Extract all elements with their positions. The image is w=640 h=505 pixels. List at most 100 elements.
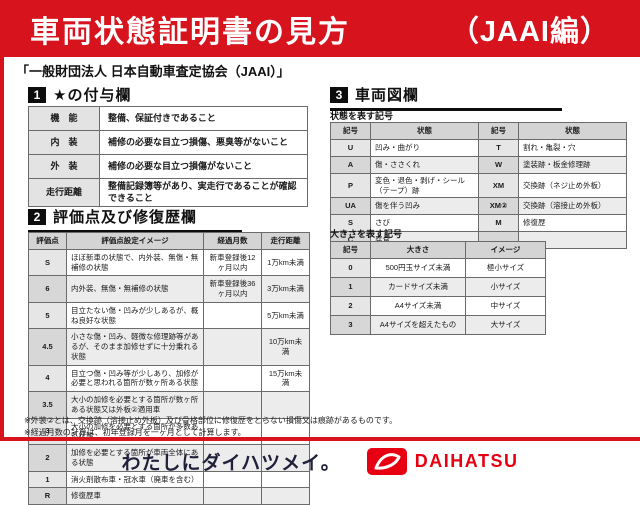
table-cell: A4サイズ未満 (370, 295, 466, 316)
table-cell: 500円玉サイズ未満 (370, 257, 466, 278)
table-cell: 小サイズ (465, 276, 546, 297)
table-cell: 0 (330, 257, 371, 278)
footnote-line: ※経過月数の計算は、初年登録月を一ヶ月として計算します。 (24, 427, 246, 437)
section1-title: ★の付与欄 (53, 87, 132, 104)
table-header-cell: 評価点設定イメージ (66, 232, 204, 250)
table-row: P 変色・退色・剥げ・シール（テープ）跡 XM 交換跡（ネジ止め外板） (330, 172, 627, 199)
table-header-cell: 記号 (330, 241, 371, 259)
table-row: 4 目立つ傷・凹み等が少しあり、加修が必要と思われる箇所が数ヶ所ある状態 15万km… (28, 364, 310, 392)
table-cell: 傷・ささくれ (370, 155, 479, 174)
table-row: UA 傷を伴う凹み XM② 交換跡（溶接止め外板） (330, 197, 627, 216)
table-cell: A (330, 155, 371, 174)
table-header-cell: 走行距離 (261, 232, 310, 250)
table-cell: 整備記録簿等があり、実走行であることが確認できること (99, 177, 308, 208)
table-row: 機 能整備、保証付きであること (28, 106, 308, 131)
table-cell: 割れ・亀裂・穴 (518, 138, 627, 157)
table-cell (261, 391, 310, 419)
table-cell (261, 444, 310, 472)
table-cell: U (330, 138, 371, 157)
table-cell: 1万km未満 (261, 248, 310, 277)
table-cell: 15万km未満 (261, 364, 310, 392)
table-row: 1 カードサイズ未満 小サイズ (330, 276, 546, 297)
table-cell: 中サイズ (465, 295, 546, 316)
table-header-row: 記号 大きさ イメージ (330, 241, 546, 259)
table-cell: 3 (330, 314, 371, 335)
table-cell: 6 (28, 275, 67, 303)
table-row: R 修復歴車 (28, 487, 310, 505)
size-symbols-table: 記号 大きさ イメージ 0 500円玉サイズ未満 極小サイズ 1 カードサイズ未満 小サイズ 2… (330, 241, 546, 335)
table-header-cell: 大きさ (370, 241, 466, 259)
table-cell: 5万km未満 (261, 301, 310, 330)
table-cell: XM (478, 172, 519, 199)
table-cell: 変色・退色・剥げ・シール（テープ）跡 (370, 172, 479, 199)
table-cell: UA (330, 197, 371, 216)
table-row: 5 目立たない傷・凹みが少しあるが、概ね良好な状態 5万km未満 (28, 301, 310, 330)
table-row: 3.5 大小の加修を必要とする箇所が数ヶ所ある状態又は外板②適用車 (28, 391, 310, 419)
section3-header: 3 車両図欄 (330, 84, 562, 111)
table-header-cell: 状態 (370, 122, 479, 140)
table-cell: ほぼ新車の状態で、内外装、無傷・無補修の状態 (66, 248, 204, 277)
table-row: 3 A4サイズを超えたもの 大サイズ (330, 314, 546, 335)
table-cell: 極小サイズ (465, 257, 546, 278)
footnote-line: ※外装②とは、交換跡（溶接止め外板）及び骨格部位に修復歴をとらない損傷又は痕跡が… (24, 416, 398, 425)
table-cell: A4サイズを超えたもの (370, 314, 466, 335)
daihatsu-wordmark: DAIHATSU (414, 450, 519, 471)
table-cell: T (478, 138, 519, 157)
daihatsu-slogan: わたしにダイハツメイ。 (121, 452, 341, 474)
table-header-cell: 記号 (478, 122, 519, 140)
table-cell: 3.5 (28, 391, 67, 419)
table-cell: カードサイズ未満 (370, 276, 466, 297)
table-row: 走行距離 整備記録簿等があり、実走行であることが確認できること (28, 177, 308, 208)
footnotes: ※外装②とは、交換跡（溶接止め外板）及び骨格部位に修復歴をとらない損傷又は痕跡が… (24, 415, 397, 438)
table-cell: 新車登録後36ヶ月以内 (203, 275, 262, 303)
table-cell: 走行距離 (28, 177, 100, 208)
table-cell: W (478, 155, 519, 174)
table-cell: 10万km未満 (261, 328, 310, 366)
table-row: A 傷・ささくれ W 塗装跡・板金修理跡 (330, 155, 627, 174)
table-cell: P (330, 172, 371, 199)
table-cell: 加修を必要とする箇所が車両全体にある状態 (66, 444, 204, 472)
daihatsu-brand: DAIHATSU (366, 447, 519, 475)
table-cell: 3万km未満 (261, 275, 310, 303)
table-row: 2 加修を必要とする箇所が車両全体にある状態 (28, 444, 310, 472)
table-row: 6 内外装、無傷・無補修の状態 新車登録後36ヶ月以内 3万km未満 (28, 275, 310, 303)
table-cell (203, 328, 262, 366)
table-cell: 修復歴 (518, 214, 627, 233)
table-cell: 塗装跡・板金修理跡 (518, 155, 627, 174)
table-cell: R (28, 487, 67, 505)
table-cell: 外 装 (28, 154, 100, 179)
bottom-red-rule (0, 437, 640, 441)
table-cell: 2 (28, 444, 67, 472)
table-cell: 2 (330, 295, 371, 316)
table-cell: M (478, 214, 519, 233)
table-cell: 内 装 (28, 130, 100, 155)
table-row: 2 A4サイズ未満 中サイズ (330, 295, 546, 316)
table-header-cell: 経過月数 (203, 232, 262, 250)
table-cell: 交換跡（ネジ止め外板） (518, 172, 627, 199)
table-cell: 5 (28, 301, 67, 330)
table-cell: 1 (330, 276, 371, 297)
table-cell: 大サイズ (465, 314, 546, 335)
table-row: 0 500円玉サイズ未満 極小サイズ (330, 257, 546, 278)
table-row: S さび M 修復歴 (330, 214, 627, 233)
table-header-cell: 評価点 (28, 232, 67, 250)
table-row: S ほぼ新車の状態で、内外装、無傷・無補修の状態 新車登録後12ヶ月以内 1万km未満 (28, 248, 310, 277)
table-cell: 整備、保証付きであること (99, 106, 308, 131)
section3-number-badge: 3 (330, 86, 348, 103)
section2-header: 2 評価点及び修復歴欄 (28, 206, 242, 233)
table-cell: 目立たない傷・凹みが少しあるが、概ね良好な状態 (66, 301, 204, 330)
table-header-cell: イメージ (465, 241, 546, 259)
table-cell: 機 能 (28, 106, 100, 131)
table-cell: 4 (28, 364, 67, 392)
section2-number-badge: 2 (28, 208, 46, 225)
table-cell: 4.5 (28, 328, 67, 366)
left-red-border (0, 57, 4, 438)
association-line: 「一般財団法人 日本自動車査定協会（JAAI）」 (16, 64, 290, 79)
table-cell: 目立つ傷・凹み等が少しあり、加修が必要と思われる箇所が数ヶ所ある状態 (66, 364, 204, 392)
section2-title: 評価点及び修復歴欄 (53, 209, 198, 226)
table-cell: S (28, 248, 67, 277)
table-cell: 凹み・曲がり (370, 138, 479, 157)
table-row: U 凹み・曲がり T 割れ・亀裂・穴 (330, 138, 627, 157)
table-cell (203, 487, 262, 505)
page-header: 車両状態証明書の見方 （JAAI編） (0, 0, 640, 57)
